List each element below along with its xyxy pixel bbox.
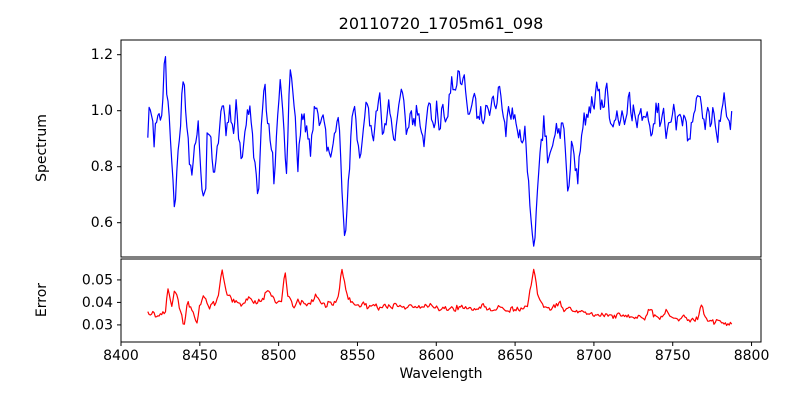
- y-tick-label: 1.2: [91, 47, 113, 63]
- y-axis-label-error: Error: [34, 283, 50, 317]
- series-layer: [147, 55, 733, 327]
- x-axis-label: Wavelength: [399, 366, 482, 382]
- y-axis-label-spectrum: Spectrum: [34, 114, 50, 182]
- x-tick-label: 8700: [576, 348, 612, 364]
- y-tick-label: 0.6: [91, 215, 113, 231]
- spectrum-line: [147, 55, 733, 247]
- x-tick-label: 8500: [261, 348, 297, 364]
- y-tick-label: 1.0: [91, 103, 113, 119]
- y-tick-label: 0.04: [82, 295, 113, 311]
- x-tick-label: 8450: [182, 348, 218, 364]
- y-tick-label: 0.03: [82, 317, 113, 333]
- chart-title: 20110720_1705m61_098: [339, 14, 544, 34]
- x-tick-label: 8800: [734, 348, 770, 364]
- y-tick-label: 0.05: [82, 272, 113, 288]
- x-tick-label: 8400: [103, 348, 139, 364]
- spectrum-axes-frame: [120, 39, 762, 258]
- error-line: [147, 268, 733, 327]
- error-axes-frame: [120, 258, 762, 343]
- x-tick-label: 8650: [497, 348, 533, 364]
- x-tick-label: 8550: [340, 348, 376, 364]
- x-tick-label: 8750: [655, 348, 691, 364]
- x-tick-label: 8600: [418, 348, 454, 364]
- tick-layer: 0.6 0.8 1.0 1.2 0.03 0.04 0.05 8400 8450 8500 8550…: [82, 47, 770, 364]
- y-tick-label: 0.8: [91, 159, 113, 175]
